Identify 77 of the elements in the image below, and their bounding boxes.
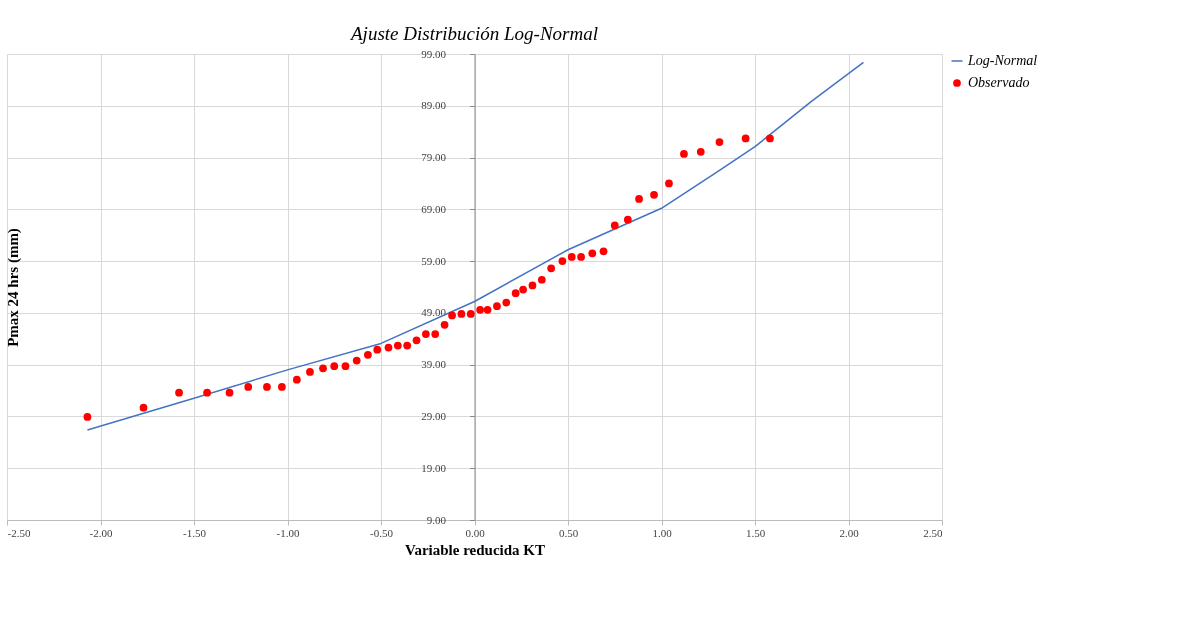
point — [422, 330, 430, 338]
point — [665, 179, 673, 188]
point — [139, 403, 148, 412]
point — [319, 364, 327, 373]
point — [696, 147, 705, 156]
point — [203, 388, 211, 397]
y-tick-label: 79.00 — [421, 151, 447, 164]
y-tick-label: 9.00 — [426, 513, 447, 526]
point — [244, 383, 253, 391]
point — [715, 138, 724, 146]
point — [457, 310, 466, 318]
chart-title: Ajuste Distribución Log-Normal — [348, 23, 599, 44]
x-tick-label: -2.50 — [7, 526, 31, 539]
legend-label: Log-Normal — [967, 53, 1038, 68]
point — [511, 289, 520, 298]
x-tick-label: 2.00 — [839, 526, 860, 539]
point — [519, 285, 527, 294]
y-tick-label: 99.00 — [421, 47, 447, 60]
point — [766, 134, 774, 143]
x-tick-label: 2.50 — [923, 526, 943, 539]
point — [577, 253, 585, 261]
point — [567, 253, 576, 261]
point — [623, 215, 632, 224]
point — [493, 302, 501, 311]
line-series — [86, 61, 865, 431]
point — [599, 247, 608, 256]
y-tick-label: 39.00 — [421, 358, 447, 371]
point — [83, 413, 92, 421]
x-tick-label: -1.50 — [183, 526, 207, 539]
x-axis-title: Variable reducida KT — [404, 541, 546, 558]
y-tick-label: 29.00 — [421, 409, 447, 422]
point — [537, 275, 546, 284]
point — [528, 281, 537, 290]
point — [352, 356, 361, 365]
point — [306, 368, 314, 376]
point — [650, 190, 658, 199]
point — [680, 150, 688, 158]
point — [373, 345, 382, 354]
point — [588, 249, 597, 258]
point — [448, 311, 456, 320]
point — [263, 383, 271, 391]
x-tick-label: 0.50 — [558, 526, 579, 539]
point — [403, 341, 412, 350]
y-tick-label: 59.00 — [421, 254, 447, 267]
x-tick-label: -1.00 — [276, 526, 300, 539]
point — [741, 134, 750, 143]
point — [502, 298, 511, 307]
point — [341, 362, 350, 371]
y-axis-title: Pmax 24 hrs (mm) — [4, 228, 22, 347]
point — [330, 362, 339, 371]
point — [476, 305, 484, 314]
legend-label: Observado — [968, 75, 1030, 90]
point — [393, 341, 402, 350]
point — [547, 264, 556, 273]
y-tick-label: 49.00 — [421, 306, 447, 319]
point — [483, 305, 492, 314]
point — [431, 330, 440, 338]
x-tick-label: -0.50 — [370, 526, 394, 539]
point — [364, 350, 372, 359]
point — [278, 383, 286, 391]
x-tick-label: 1.00 — [652, 526, 673, 539]
point — [292, 375, 301, 384]
point — [610, 221, 619, 230]
y-tick-label: 69.00 — [421, 202, 447, 215]
point — [225, 388, 234, 397]
point — [466, 310, 475, 318]
point — [635, 195, 643, 203]
x-tick-label: -2.00 — [89, 526, 113, 539]
point — [440, 320, 449, 329]
point — [175, 388, 183, 397]
y-tick-label: 19.00 — [421, 461, 447, 474]
y-tick-label: 89.00 — [421, 99, 447, 112]
point — [412, 336, 421, 345]
point — [558, 257, 567, 265]
x-tick-label: 0.00 — [465, 526, 486, 539]
x-tick-label: 1.50 — [745, 526, 766, 539]
point — [384, 343, 393, 352]
